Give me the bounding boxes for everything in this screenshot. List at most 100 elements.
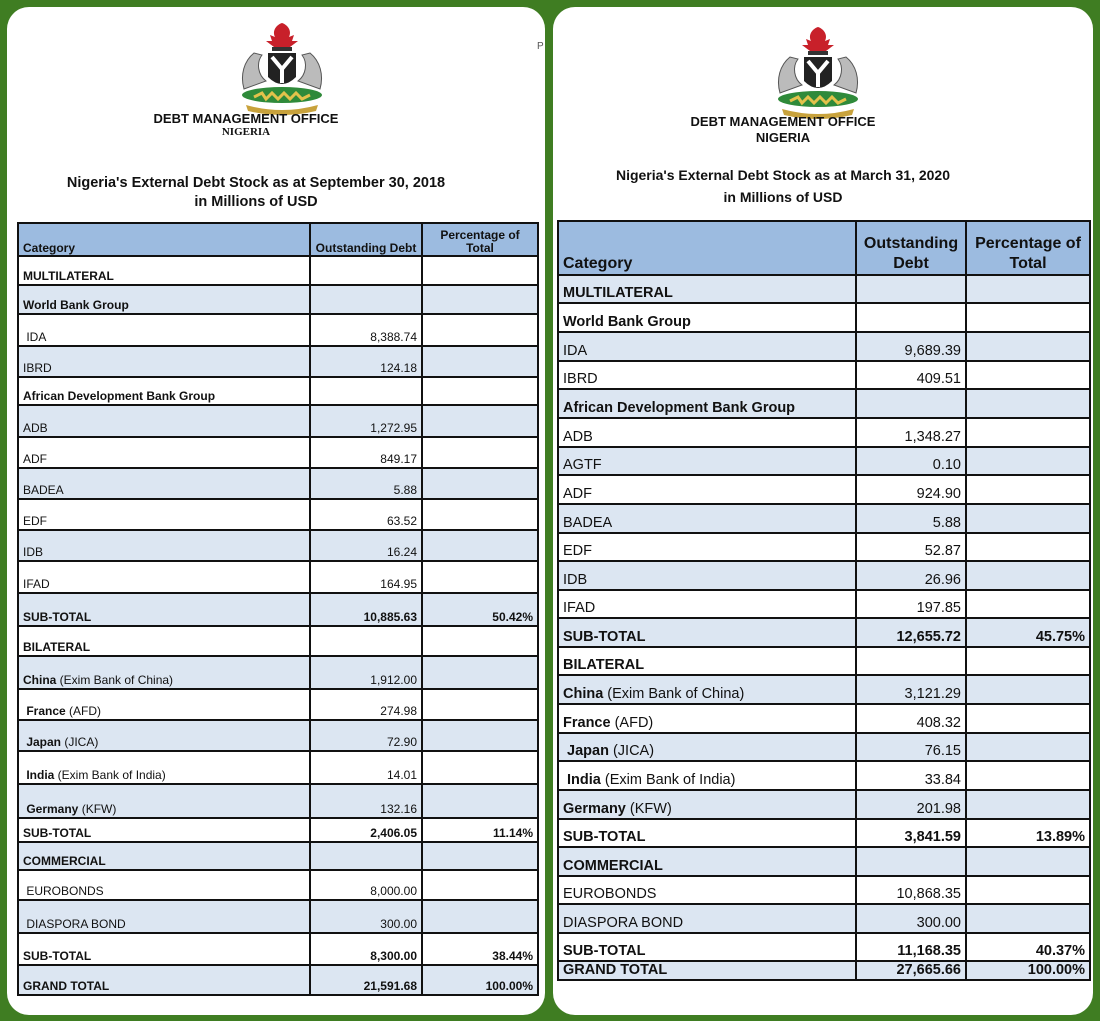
category-label: GRAND TOTAL: [563, 962, 668, 978]
outstanding-debt-cell: 132.16: [309, 783, 423, 819]
org-line-2: NIGERIA: [221, 126, 271, 138]
category-cell: IDA: [557, 331, 857, 362]
percentage-cell: [421, 625, 539, 657]
category-label: BILATERAL: [23, 640, 91, 654]
percentage-cell: [421, 404, 539, 438]
category-label: ADB: [23, 421, 48, 435]
table-row: IDA 9,689.39: [557, 331, 1091, 362]
category-label: IFAD: [563, 600, 596, 616]
category-label: COMMERCIAL: [563, 858, 663, 874]
outstanding-debt-cell: 1,348.27: [855, 417, 967, 448]
table-row: Japan (JICA) 72.90: [17, 719, 539, 752]
category-label: GRAND TOTAL: [23, 979, 110, 993]
category-cell: DIASPORA BOND: [557, 903, 857, 934]
category-cell: IBRD: [17, 345, 311, 378]
category-label: SUB-TOTAL: [23, 949, 92, 963]
category-label: IDA: [563, 343, 588, 359]
outstanding-debt-cell: 11,168.35: [855, 932, 967, 962]
lender-label: (Exim Bank of India): [54, 768, 166, 782]
table-row: France (AFD) 274.98: [17, 688, 539, 721]
percentage-cell: 45.75%: [965, 617, 1091, 648]
category-cell: China (Exim Bank of China): [17, 655, 311, 690]
category-label: IDA: [23, 330, 47, 344]
lender-label: (KFW): [625, 801, 672, 817]
outstanding-debt-cell: 849.17: [309, 436, 423, 469]
table-row: EDF 63.52: [17, 498, 539, 531]
category-cell: BADEA: [17, 467, 311, 500]
category-cell: SUB-TOTAL: [17, 932, 311, 966]
percentage-cell: [965, 274, 1091, 304]
debt-table-2018: Category Outstanding Debt Percentage of …: [17, 222, 539, 996]
outstanding-debt-cell: 300.00: [309, 899, 423, 934]
category-label: African Development Bank Group: [23, 389, 216, 403]
outstanding-debt-cell: 8,300.00: [309, 932, 423, 966]
percentage-cell: [965, 503, 1091, 534]
percentage-cell: [965, 302, 1091, 333]
table-row: COMMERCIAL: [17, 841, 539, 871]
percentage-cell: [965, 760, 1091, 791]
outstanding-debt-cell: 76.15: [855, 732, 967, 762]
lender-label: (KFW): [78, 802, 117, 816]
table-row: IBRD 409.51: [557, 360, 1091, 390]
category-cell: India (Exim Bank of India): [557, 760, 857, 791]
table-row: EUROBONDS 8,000.00: [17, 869, 539, 901]
category-cell: EUROBONDS: [557, 875, 857, 905]
country-label: France: [563, 715, 611, 731]
table-row: IDA 8,388.74: [17, 313, 539, 347]
outstanding-debt-cell: 14.01: [309, 750, 423, 785]
outstanding-debt-cell: 21,591.68: [309, 964, 423, 996]
outstanding-debt-cell: [309, 284, 423, 315]
lender-label: (AFD): [65, 704, 102, 718]
category-label: SUB-TOTAL: [563, 943, 646, 959]
category-label: SUB-TOTAL: [563, 829, 646, 845]
outstanding-debt-cell: 409.51: [855, 360, 967, 390]
outstanding-debt-cell: 10,868.35: [855, 875, 967, 905]
outstanding-debt-cell: 408.32: [855, 703, 967, 734]
table-row: China (Exim Bank of China) 1,912.00: [17, 655, 539, 690]
header-category: Category: [557, 220, 857, 276]
category-cell: AGTF: [557, 446, 857, 476]
table-header-row: Category Outstanding Debt Percentage of …: [557, 220, 1091, 276]
outstanding-debt-cell: 2,406.05: [309, 817, 423, 843]
category-label: EDF: [563, 543, 592, 559]
percentage-cell: 13.89%: [965, 818, 1091, 848]
stray-text: P: [537, 41, 544, 52]
table-row: MULTILATERAL: [17, 255, 539, 286]
table-row: India (Exim Bank of India) 14.01: [17, 750, 539, 785]
category-cell: BILATERAL: [557, 646, 857, 676]
category-label: IBRD: [563, 371, 598, 387]
table-row: AGTF 0.10: [557, 446, 1091, 476]
outstanding-debt-cell: 0.10: [855, 446, 967, 476]
category-cell: IBRD: [557, 360, 857, 390]
outstanding-debt-cell: 3,841.59: [855, 818, 967, 848]
percentage-cell: [965, 646, 1091, 676]
percentage-cell: [421, 498, 539, 531]
percentage-cell: [421, 436, 539, 469]
category-cell: France (AFD): [557, 703, 857, 734]
category-label: World Bank Group: [23, 298, 129, 312]
category-cell: IFAD: [557, 589, 857, 619]
category-label: ADF: [23, 452, 47, 466]
outstanding-debt-cell: 5.88: [855, 503, 967, 534]
table-row: African Development Bank Group: [17, 376, 539, 406]
lender-label: (AFD): [610, 715, 654, 731]
table-row: SUB-TOTAL 2,406.05 11.14%: [17, 817, 539, 843]
outstanding-debt-cell: 72.90: [309, 719, 423, 752]
outstanding-debt-cell: [309, 376, 423, 406]
outstanding-debt-cell: [309, 841, 423, 871]
category-cell: MULTILATERAL: [557, 274, 857, 304]
category-cell: World Bank Group: [17, 284, 311, 315]
percentage-cell: 50.42%: [421, 592, 539, 627]
table-row: IFAD 197.85: [557, 589, 1091, 619]
page-title: Nigeria's External Debt Stock as at Sept…: [7, 174, 545, 212]
outstanding-debt-cell: 124.18: [309, 345, 423, 378]
category-cell: ADF: [17, 436, 311, 469]
org-line-1: DEBT MANAGEMENT OFFICE: [690, 114, 876, 129]
percentage-cell: [421, 869, 539, 901]
table-row: EUROBONDS 10,868.35: [557, 875, 1091, 905]
outstanding-debt-cell: 33.84: [855, 760, 967, 791]
header-outstanding: Outstanding Debt: [309, 222, 423, 257]
percentage-cell: 40.37%: [965, 932, 1091, 962]
outstanding-debt-cell: 8,388.74: [309, 313, 423, 347]
percentage-cell: [965, 589, 1091, 619]
